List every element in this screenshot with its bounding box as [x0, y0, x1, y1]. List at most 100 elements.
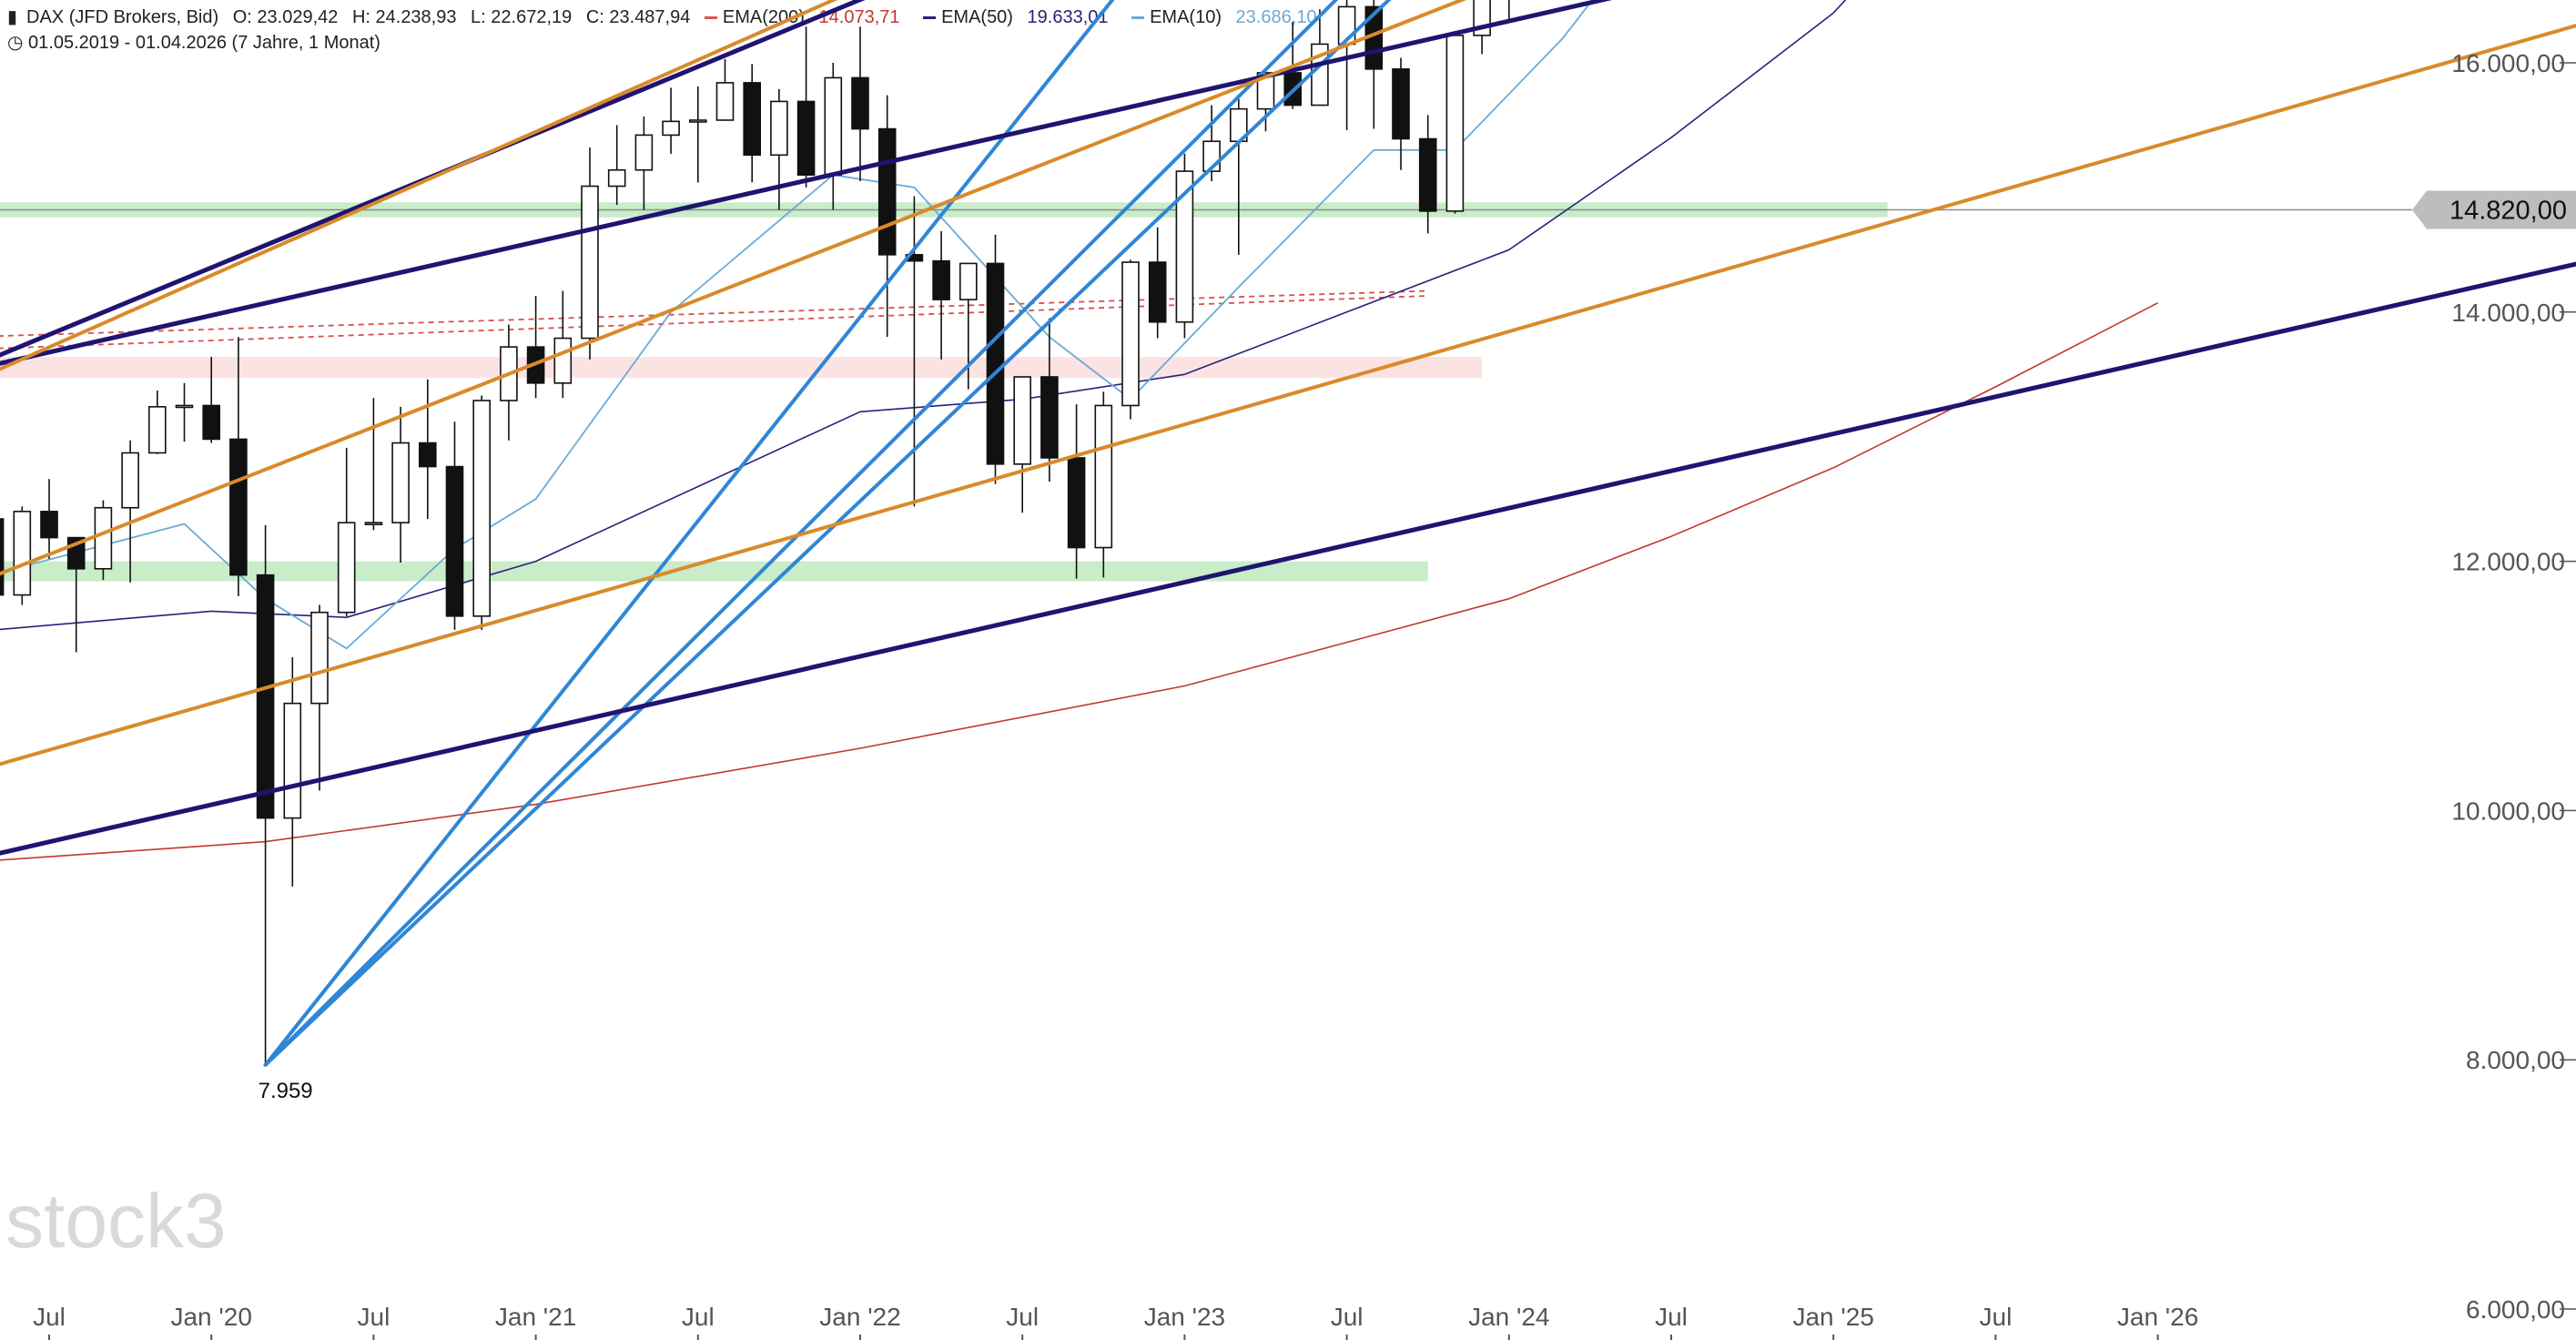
ema50-line [0, 0, 1847, 631]
ema10-value: 23.686,10 [1235, 7, 1317, 27]
candle-body [1013, 376, 1031, 465]
trendline-orange [0, 0, 1467, 576]
legend-ema50[interactable]: EMA(50) 19.633,01 [923, 7, 1117, 27]
candle [310, 604, 329, 791]
candle-body [445, 465, 464, 617]
candle [1418, 115, 1437, 234]
candle-body [1040, 376, 1059, 459]
candle [500, 324, 518, 441]
candle [0, 518, 5, 596]
trendlines-layer [0, 0, 2576, 1067]
price-badge-bg [2412, 190, 2576, 229]
zone-light_red [0, 357, 1483, 379]
candle [607, 125, 626, 206]
y-tick-label: 8.000,00 [2466, 1046, 2565, 1074]
candle-body [634, 134, 654, 171]
candle-body [310, 611, 329, 705]
candle [283, 657, 302, 887]
candle [148, 391, 167, 454]
candle [1148, 227, 1167, 339]
candle [1392, 57, 1410, 170]
y-tick-label: 16.000,00 [2451, 49, 2565, 77]
candle-body [364, 522, 383, 525]
trendline-blue [263, 0, 1115, 1067]
candle [1445, 35, 1465, 214]
candle [932, 230, 950, 360]
candle [418, 379, 437, 520]
candle [634, 116, 654, 210]
candle-body [796, 100, 816, 177]
candle-body [959, 262, 978, 300]
candle-body [283, 702, 302, 819]
legend-ema200[interactable]: EMA(200) 14.073,71 [704, 7, 909, 27]
candle-body [202, 404, 220, 441]
candle [391, 406, 410, 563]
candle [581, 147, 599, 360]
dashed-line [0, 289, 1428, 337]
price-badge-label: 14.820,00 [2449, 197, 2567, 226]
x-tick-label: Jul [1655, 1303, 1688, 1331]
candles-layer [0, 0, 1510, 1065]
candle-body [1067, 457, 1086, 549]
candle [1256, 72, 1275, 132]
candle-body [148, 406, 167, 454]
candle [688, 86, 707, 183]
date-range: ◷ 01.05.2019 - 01.04.2026 (7 Jahre, 1 Mo… [7, 31, 380, 54]
candle-body [553, 337, 573, 384]
ema200-value: 14.073,71 [818, 7, 900, 27]
trendline-navy [0, 0, 1613, 366]
dashed-line [0, 295, 1428, 350]
x-tick-label: Jan '21 [495, 1303, 576, 1331]
trendline-blue [263, 0, 1339, 1067]
candle-body [337, 522, 356, 614]
candle [1175, 153, 1194, 339]
range-detail: (7 Jahre, 1 Monat) [231, 33, 380, 53]
candle-body [986, 262, 1005, 465]
x-tick-label: Jan '26 [2117, 1303, 2198, 1331]
candle-body [932, 259, 950, 300]
candle-body [662, 120, 680, 137]
candle [743, 64, 762, 183]
candle [1040, 318, 1059, 482]
x-tick-label: Jan '23 [1144, 1303, 1225, 1331]
y-tick-label: 10.000,00 [2451, 797, 2565, 825]
candle-body [770, 100, 788, 157]
candle-body [607, 168, 626, 188]
candle-body [418, 442, 437, 468]
x-tick-label: Jul [1331, 1303, 1364, 1331]
legend-ema10[interactable]: EMA(10) 23.686,10 [1131, 7, 1325, 27]
x-tick-label: Jul [358, 1303, 390, 1331]
candle [175, 382, 194, 442]
candle [959, 262, 978, 390]
watermark: stock3 [5, 1178, 227, 1264]
candle [1121, 259, 1140, 420]
ema-layer [0, 0, 2158, 861]
candle-body [175, 404, 194, 409]
candle [337, 448, 356, 616]
candle [121, 440, 139, 583]
candle-body [688, 119, 707, 123]
candle-body [715, 82, 735, 121]
chart-header: ▮ DAX (JFD Brokers, Bid) O: 23.029,42 H: … [7, 5, 1335, 28]
candle-body [1175, 170, 1194, 323]
candle-body [0, 518, 5, 596]
candle [770, 88, 788, 210]
candle [1094, 391, 1113, 578]
candle-body [256, 574, 275, 819]
candle [526, 296, 545, 399]
candle-body [1094, 404, 1113, 549]
candle [13, 506, 32, 605]
ema10-line [0, 0, 1594, 650]
candle [256, 524, 275, 1065]
candle-body [229, 438, 248, 576]
candle [40, 479, 58, 559]
candle [66, 536, 86, 653]
candle [1337, 0, 1356, 130]
candle [715, 58, 735, 121]
ohlc-low: L: 22.672,19 [471, 7, 573, 27]
x-tick-label: Jan '25 [1792, 1303, 1873, 1331]
trendline-orange [0, 24, 2576, 766]
candle [662, 87, 680, 154]
candle [445, 421, 464, 630]
